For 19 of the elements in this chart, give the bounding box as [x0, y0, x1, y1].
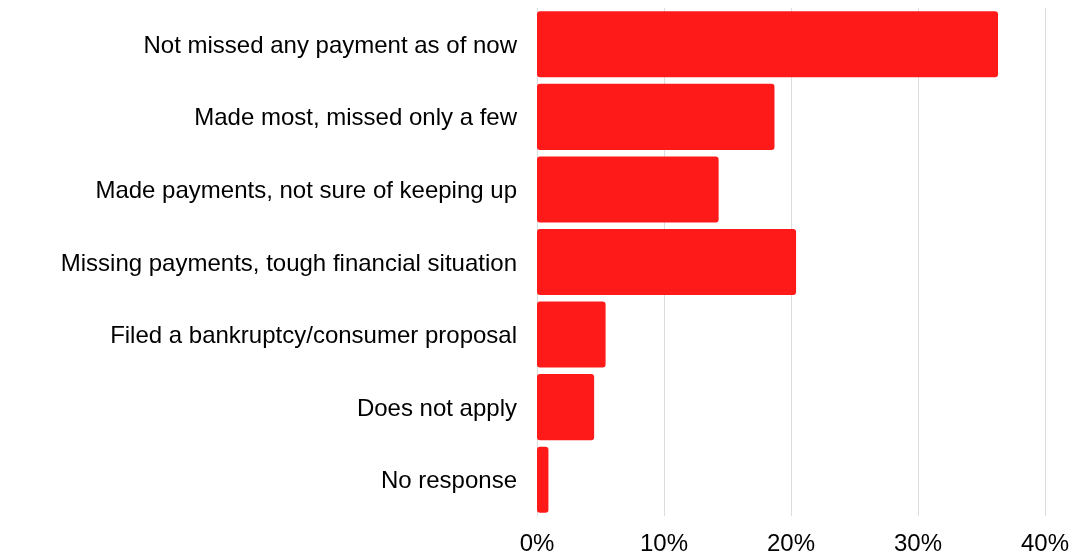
y-tick-label: No response [380, 466, 517, 494]
x-tick-label: 0% [519, 528, 555, 556]
y-tick-label: Made payments, not sure of keeping up [95, 175, 517, 203]
bar [537, 446, 549, 513]
x-tick-label: 10% [639, 528, 689, 556]
bar [537, 301, 606, 368]
bar [537, 156, 719, 223]
bar [537, 11, 999, 78]
bar [537, 228, 797, 296]
bar [537, 374, 595, 441]
y-tick-label: Not missed any payment as of now [143, 30, 518, 58]
x-tick-label: 30% [893, 528, 943, 556]
y-tick-label: Does not apply [356, 393, 517, 421]
bar [537, 83, 775, 150]
y-tick-label: Made most, missed only a few [194, 103, 518, 131]
x-tick-label: 40% [1020, 528, 1070, 556]
y-tick-label: Filed a bankruptcy/consumer proposal [110, 321, 517, 349]
y-tick-label: Missing payments, tough financial situation [60, 248, 517, 276]
x-tick-label: 20% [766, 528, 816, 556]
